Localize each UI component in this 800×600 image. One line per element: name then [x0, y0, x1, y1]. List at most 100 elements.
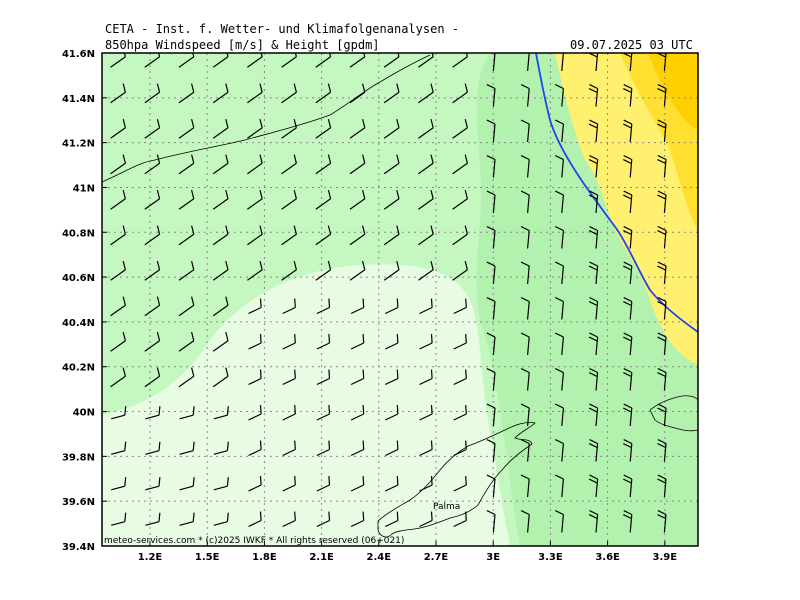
wind-barb [145, 406, 161, 420]
lat-lon-grid [102, 53, 698, 546]
wind-barb [419, 440, 433, 457]
wind-barb [561, 53, 564, 72]
wind-barb [315, 189, 332, 210]
wind-barb [588, 474, 599, 498]
wind-barb [315, 225, 332, 246]
wind-barb [588, 403, 599, 427]
wind-barb [110, 260, 126, 281]
wind-barb [452, 118, 468, 139]
lon-tick-label: 3.3E [538, 552, 563, 563]
wind-barb [247, 53, 263, 68]
plot-frame [101, 52, 699, 547]
wind-barb [419, 511, 433, 528]
wind-barb [453, 298, 467, 315]
wind-barb [520, 368, 530, 391]
wind-barb [588, 332, 599, 356]
wind-barb [316, 298, 331, 315]
wind-barb [247, 154, 263, 175]
wind-barb [145, 512, 161, 526]
wind-barb [520, 190, 530, 214]
wind-barb [520, 474, 530, 498]
wind-barb [248, 440, 262, 457]
wind-barb [588, 190, 599, 214]
coast-spain [102, 54, 431, 183]
wind-barb [282, 440, 296, 457]
wind-barb [349, 118, 366, 139]
wind-barb [623, 474, 633, 498]
lat-tick-label: 41N [73, 183, 95, 194]
latitude-labels: 41.6N 41.4N 41.2N 41N 40.8N 40.6N 40.4N 40.2N 40… [62, 49, 107, 553]
wind-barb [316, 405, 331, 421]
wind-barb [178, 154, 195, 175]
wind-barb [452, 225, 468, 246]
wind-barb [555, 261, 564, 285]
wind-barb [110, 331, 126, 352]
wind-barb [520, 119, 530, 143]
lat-tick-label: 39.4N [62, 542, 95, 553]
lon-tick-label: 1.8E [252, 552, 277, 563]
wind-barb [452, 53, 468, 68]
lon-tick-label: 1.2E [138, 552, 163, 563]
wind-barb [349, 189, 366, 210]
wind-barb [144, 260, 161, 281]
wind-barb [178, 367, 195, 388]
wind-barb [657, 84, 667, 107]
wind-barb [385, 369, 399, 386]
wind-barb [419, 369, 433, 386]
wind-barb [349, 53, 366, 68]
wind-barb [419, 476, 433, 492]
wind-barb [418, 53, 434, 68]
wind-barb [555, 332, 564, 356]
wind-barb [555, 226, 564, 249]
wind-barbs [110, 53, 667, 533]
wind-barb [213, 406, 229, 420]
wind-barb [212, 296, 229, 317]
wind-barb [588, 439, 599, 462]
wind-barb [281, 83, 297, 104]
lon-tick-label: 3.9E [653, 552, 678, 563]
wind-barb [385, 440, 399, 457]
wind-barb [588, 226, 599, 249]
wind-barb [248, 405, 262, 421]
wind-barb [453, 405, 467, 421]
wind-barb [110, 189, 126, 210]
wind-barb [486, 297, 496, 320]
wind-barb [623, 261, 633, 285]
wind-barb [316, 440, 331, 457]
wind-barb [486, 332, 496, 356]
wind-barb [349, 154, 366, 175]
wind-barb [623, 84, 633, 107]
wind-barb [486, 84, 496, 107]
wind-barb [383, 189, 400, 210]
wind-barb [452, 260, 468, 281]
wind-barb [144, 154, 161, 175]
wind-barb [623, 190, 633, 214]
lat-tick-label: 39.6N [62, 497, 95, 508]
wind-barb [385, 511, 399, 528]
wind-barb [350, 334, 365, 350]
coast-menorca [649, 395, 698, 432]
wind-barb [315, 154, 332, 175]
wind-barb [179, 441, 195, 455]
wind-barb [657, 155, 667, 178]
wind-barb [178, 225, 195, 246]
wind-barb [110, 118, 126, 139]
wind-barb [418, 260, 434, 281]
wind-barb [350, 369, 365, 386]
lon-tick-label: 3E [486, 552, 500, 563]
wind-barb [657, 297, 667, 320]
wind-barb [110, 367, 126, 388]
wind-barb [144, 189, 161, 210]
header-title: CETA - Inst. f. Wetter- und Klimafolgena… [105, 22, 460, 36]
wind-barb [486, 510, 496, 533]
wind-barb [212, 83, 229, 104]
wind-barb [555, 510, 564, 533]
wind-barb [144, 118, 161, 139]
wind-barb [492, 53, 496, 72]
wind-barb [657, 439, 667, 462]
wind-barb [588, 155, 599, 178]
wind-barb [316, 369, 331, 386]
wind-barb [144, 296, 161, 317]
wind-barb [349, 225, 366, 246]
lat-tick-label: 41.6N [62, 49, 95, 60]
